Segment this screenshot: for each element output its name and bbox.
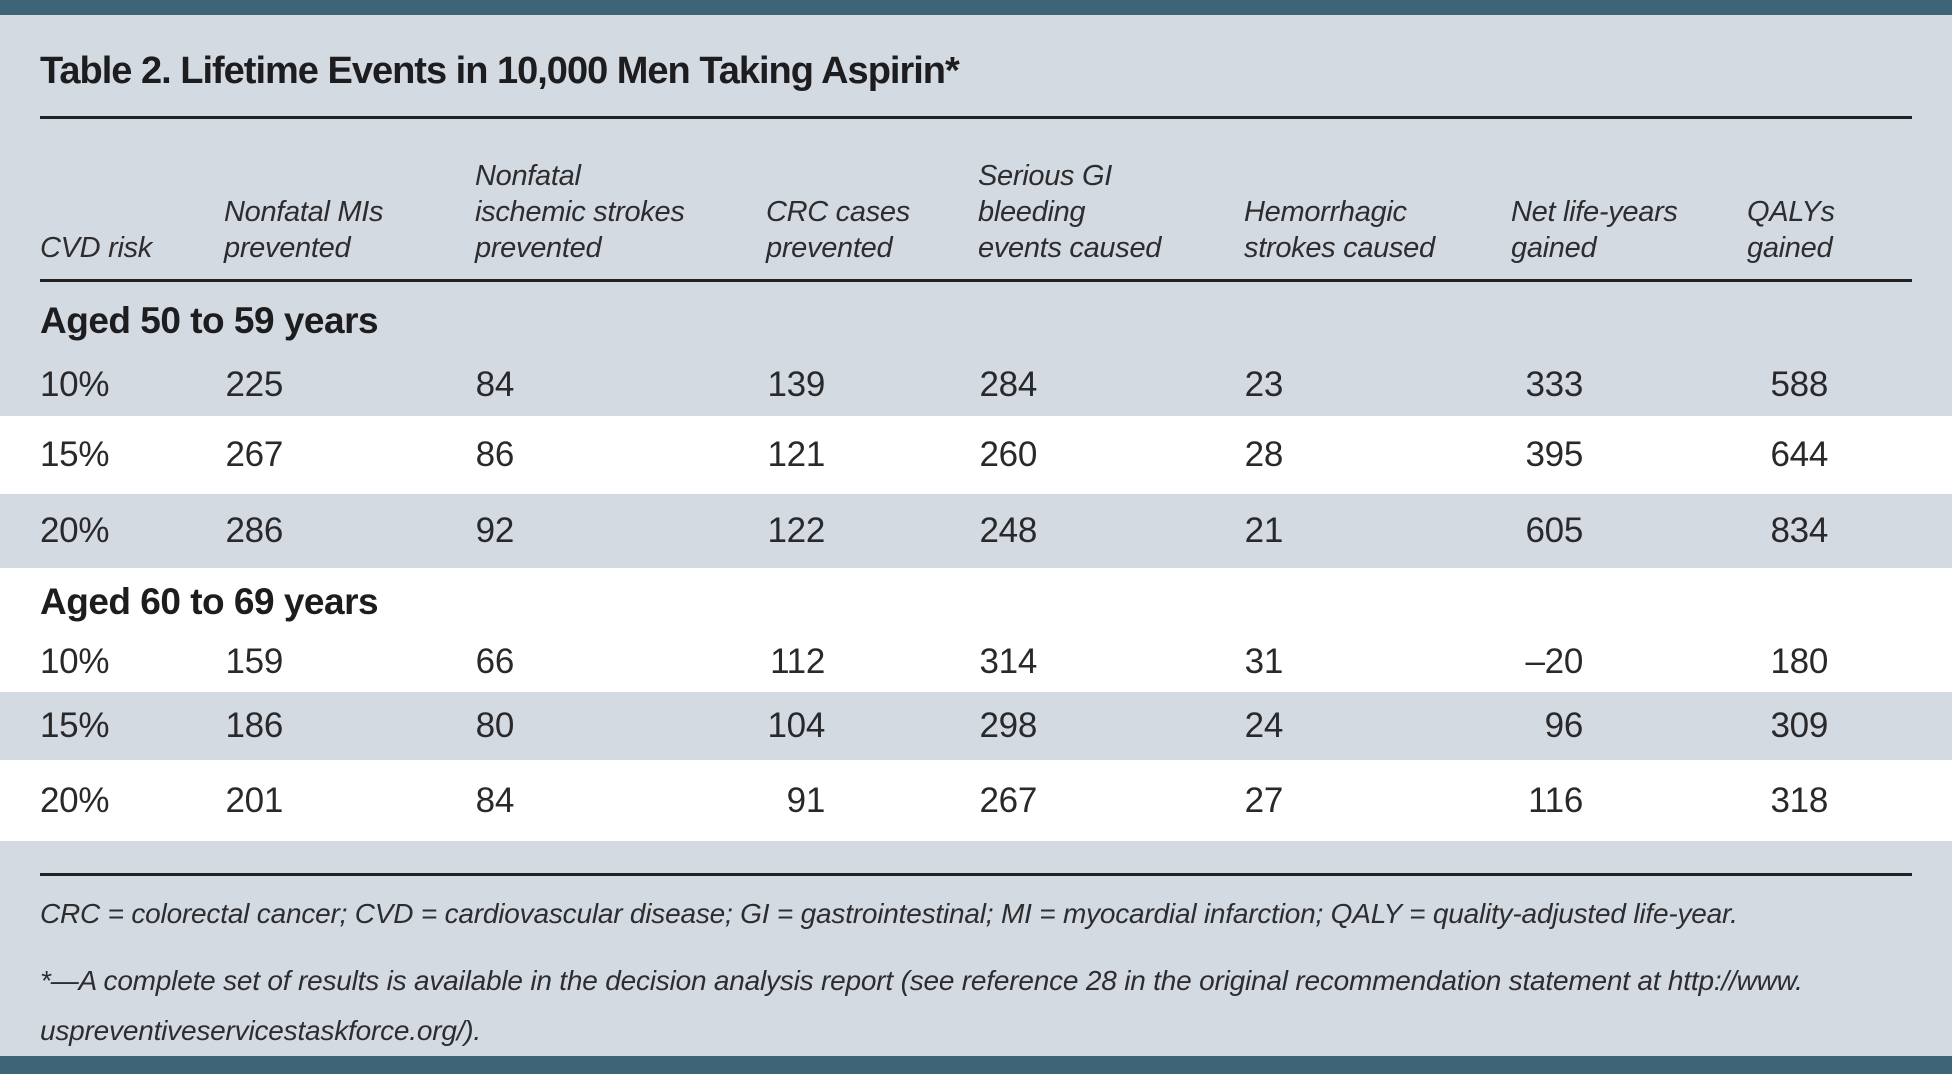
footnote-asterisk-line2: uspreventiveservicestaskforce.org/). (40, 1015, 481, 1047)
value-cell: 92 (475, 510, 515, 550)
section-header-aged-60-69: Aged 60 to 69 years (0, 567, 1952, 631)
value-cell: 84 (475, 365, 515, 405)
value-cell: 96 (1544, 706, 1584, 746)
value-cell: 86 (475, 435, 515, 474)
value-cell: 309 (1770, 706, 1829, 746)
value-cell: 267 (225, 435, 284, 474)
table-row: 20% 201 84 91 267 27 116 318 (0, 760, 1952, 842)
value-cell: 24 (1244, 706, 1284, 746)
title-rule (40, 115, 1912, 119)
value-cell: 27 (1244, 780, 1284, 820)
table-row: 10% 225 84 139 284 23 333 588 (0, 354, 1952, 416)
risk-cell: 15% (40, 435, 110, 474)
column-header-row: CVD risk Nonfatal MIs prevented Nonfatal… (0, 119, 1952, 280)
value-cell: 588 (1770, 365, 1829, 405)
risk-cell: 15% (40, 706, 110, 746)
header-rule (40, 279, 1912, 283)
section-header-aged-50-59: Aged 50 to 59 years (40, 300, 379, 342)
value-cell: 104 (767, 706, 826, 746)
value-cell: –20 (1525, 641, 1584, 681)
footnote-area: CRC = colorectal cancer; CVD = cardiovas… (0, 841, 1952, 1056)
value-cell: 31 (1244, 641, 1284, 681)
column-header-gi-bleeding: Serious GI bleeding events caused (978, 160, 1162, 265)
value-cell: 66 (475, 641, 515, 681)
value-cell: 201 (225, 780, 284, 820)
footnote-abbreviations: CRC = colorectal cancer; CVD = cardiovas… (40, 898, 1738, 930)
footer-rule (40, 873, 1912, 877)
footnote-asterisk-line1: *—A complete set of results is available… (40, 965, 1803, 997)
footnote-asterisk: *—A complete set of results is available… (40, 956, 1912, 1056)
column-header-nonfatal-mis: Nonfatal MIs prevented (224, 196, 384, 265)
value-cell: 28 (1244, 435, 1284, 474)
table-row: 20% 286 92 122 248 21 605 834 (0, 494, 1952, 568)
value-cell: 395 (1525, 435, 1584, 474)
value-cell: 91 (786, 780, 826, 820)
value-cell: 225 (225, 365, 284, 405)
value-cell: 186 (225, 706, 284, 746)
risk-cell: 10% (40, 365, 110, 405)
value-cell: 23 (1244, 365, 1284, 405)
value-cell: 260 (979, 435, 1038, 474)
column-header-crc-cases: CRC cases prevented (766, 196, 910, 265)
value-cell: 112 (770, 641, 825, 681)
column-header-net-life-years: Net life-years gained (1511, 196, 1678, 265)
value-cell: 298 (979, 706, 1038, 746)
title-area: Table 2. Lifetime Events in 10,000 Men T… (0, 15, 1952, 116)
table-title: Table 2. Lifetime Events in 10,000 Men T… (40, 49, 960, 92)
value-cell: 80 (475, 706, 515, 746)
table-row: 15% 267 86 121 260 28 395 644 (0, 416, 1952, 494)
value-cell: 122 (767, 510, 826, 550)
column-header-cvd-risk: CVD risk (40, 232, 152, 265)
column-header-qalys: QALYs gained (1747, 196, 1835, 265)
value-cell: 286 (225, 510, 284, 550)
value-cell: 180 (1770, 641, 1829, 681)
value-cell: 121 (767, 435, 826, 474)
value-cell: 84 (475, 780, 515, 820)
table-row: 10% 159 66 112 314 31 –20 180 (0, 630, 1952, 693)
value-cell: 139 (767, 365, 826, 405)
value-cell: 21 (1244, 510, 1284, 550)
risk-cell: 10% (40, 641, 110, 681)
table-row: 15% 186 80 104 298 24 96 309 (0, 692, 1952, 760)
value-cell: 159 (225, 641, 284, 681)
bottom-accent-bar (0, 1056, 1952, 1074)
value-cell: 318 (1770, 780, 1829, 820)
column-header-ischemic-strokes: Nonfatal ischemic strokes prevented (475, 160, 685, 265)
value-cell: 116 (1528, 780, 1583, 820)
value-cell: 644 (1770, 435, 1829, 474)
value-cell: 314 (979, 641, 1038, 681)
risk-cell: 20% (40, 510, 110, 550)
value-cell: 834 (1770, 510, 1829, 550)
value-cell: 248 (979, 510, 1038, 550)
risk-cell: 20% (40, 780, 110, 820)
column-header-hemorrhagic-strokes: Hemorrhagic strokes caused (1244, 196, 1435, 265)
value-cell: 605 (1525, 510, 1584, 550)
value-cell: 284 (979, 365, 1038, 405)
value-cell: 333 (1525, 365, 1584, 405)
value-cell: 267 (979, 780, 1038, 820)
top-accent-bar (0, 0, 1952, 15)
